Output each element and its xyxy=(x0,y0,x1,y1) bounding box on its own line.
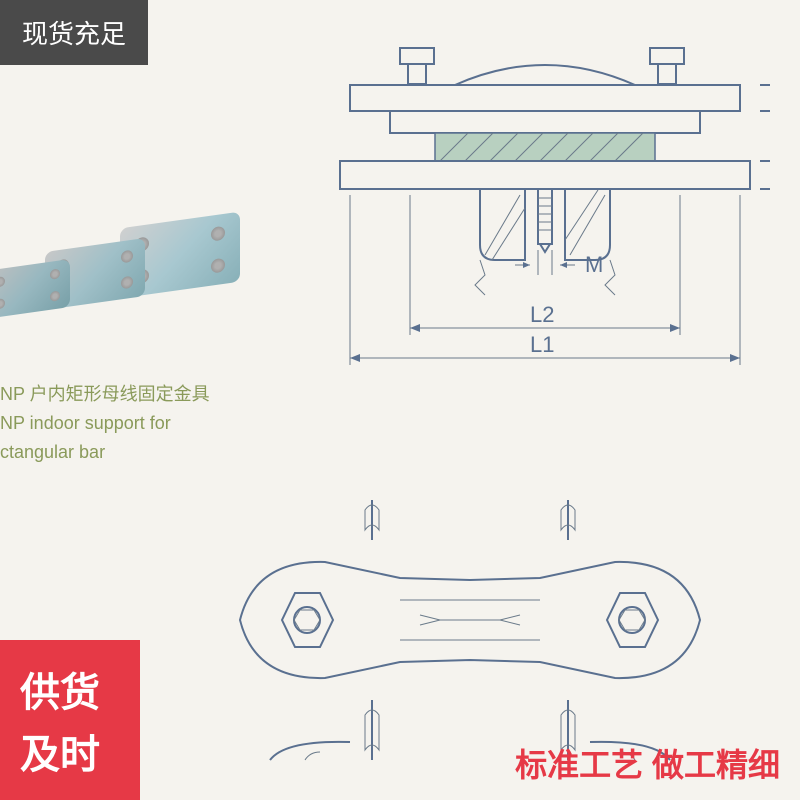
product-photo xyxy=(0,180,260,380)
badge-bottom-left-line2: 及时 xyxy=(20,722,100,780)
product-desc-en1: NP indoor support for xyxy=(0,409,210,438)
product-description: NP 户内矩形母线固定金具 NP indoor support for ctan… xyxy=(0,380,210,466)
product-desc-en2: ctangular bar xyxy=(0,438,210,467)
diagram-top-view xyxy=(210,500,730,780)
label-L1: L1 xyxy=(530,332,554,357)
badge-bottom-right: 标准工艺 做工精细 xyxy=(515,740,780,786)
badge-bottom-left: 供货 及时 xyxy=(0,640,140,800)
badge-top-left: 现货充足 xyxy=(0,0,148,65)
diagram-front-section: M L2 L1 xyxy=(280,30,770,380)
label-L2: L2 xyxy=(530,302,554,327)
product-desc-cn: NP 户内矩形母线固定金具 xyxy=(0,380,210,409)
badge-bottom-left-line1: 供货 xyxy=(20,660,100,718)
label-M: M xyxy=(585,252,603,277)
